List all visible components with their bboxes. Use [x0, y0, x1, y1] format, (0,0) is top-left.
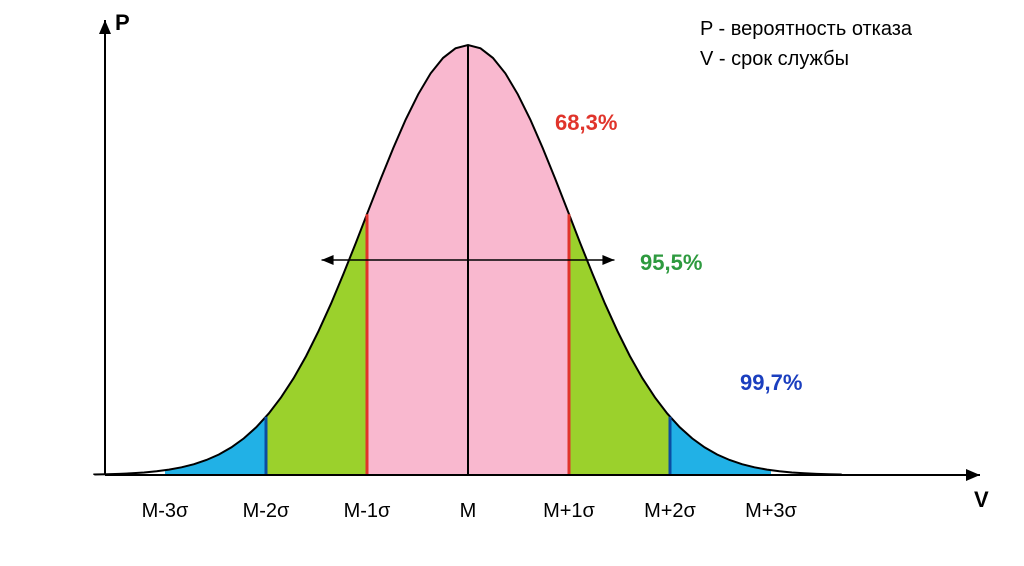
y-axis-arrow: [99, 20, 111, 34]
x-tick-label: M+3σ: [745, 500, 797, 523]
inner-arrow-head-left: [322, 255, 334, 265]
sigma-band: [165, 417, 266, 475]
percent-label-1sigma: 68,3%: [555, 110, 617, 136]
chart-root: P V P - вероятность отказа V - срок служ…: [0, 0, 1024, 566]
chart-svg: [0, 0, 1024, 566]
legend-line-1: P - вероятность отказа: [700, 18, 912, 41]
percent-label-3sigma: 99,7%: [740, 370, 802, 396]
x-axis-label: V: [974, 487, 989, 513]
x-axis-arrow: [966, 469, 980, 481]
sigma-band: [670, 417, 771, 475]
x-tick-label: M: [460, 500, 477, 523]
x-tick-label: M+1σ: [543, 500, 595, 523]
legend-line-2: V - срок службы: [700, 48, 849, 71]
x-tick-label: M-1σ: [344, 500, 391, 523]
x-tick-label: M+2σ: [644, 500, 696, 523]
x-tick-label: M-2σ: [243, 500, 290, 523]
y-axis-label: P: [115, 10, 130, 36]
inner-arrow-head-right: [602, 255, 614, 265]
percent-label-2sigma: 95,5%: [640, 250, 702, 276]
x-tick-label: M-3σ: [142, 500, 189, 523]
